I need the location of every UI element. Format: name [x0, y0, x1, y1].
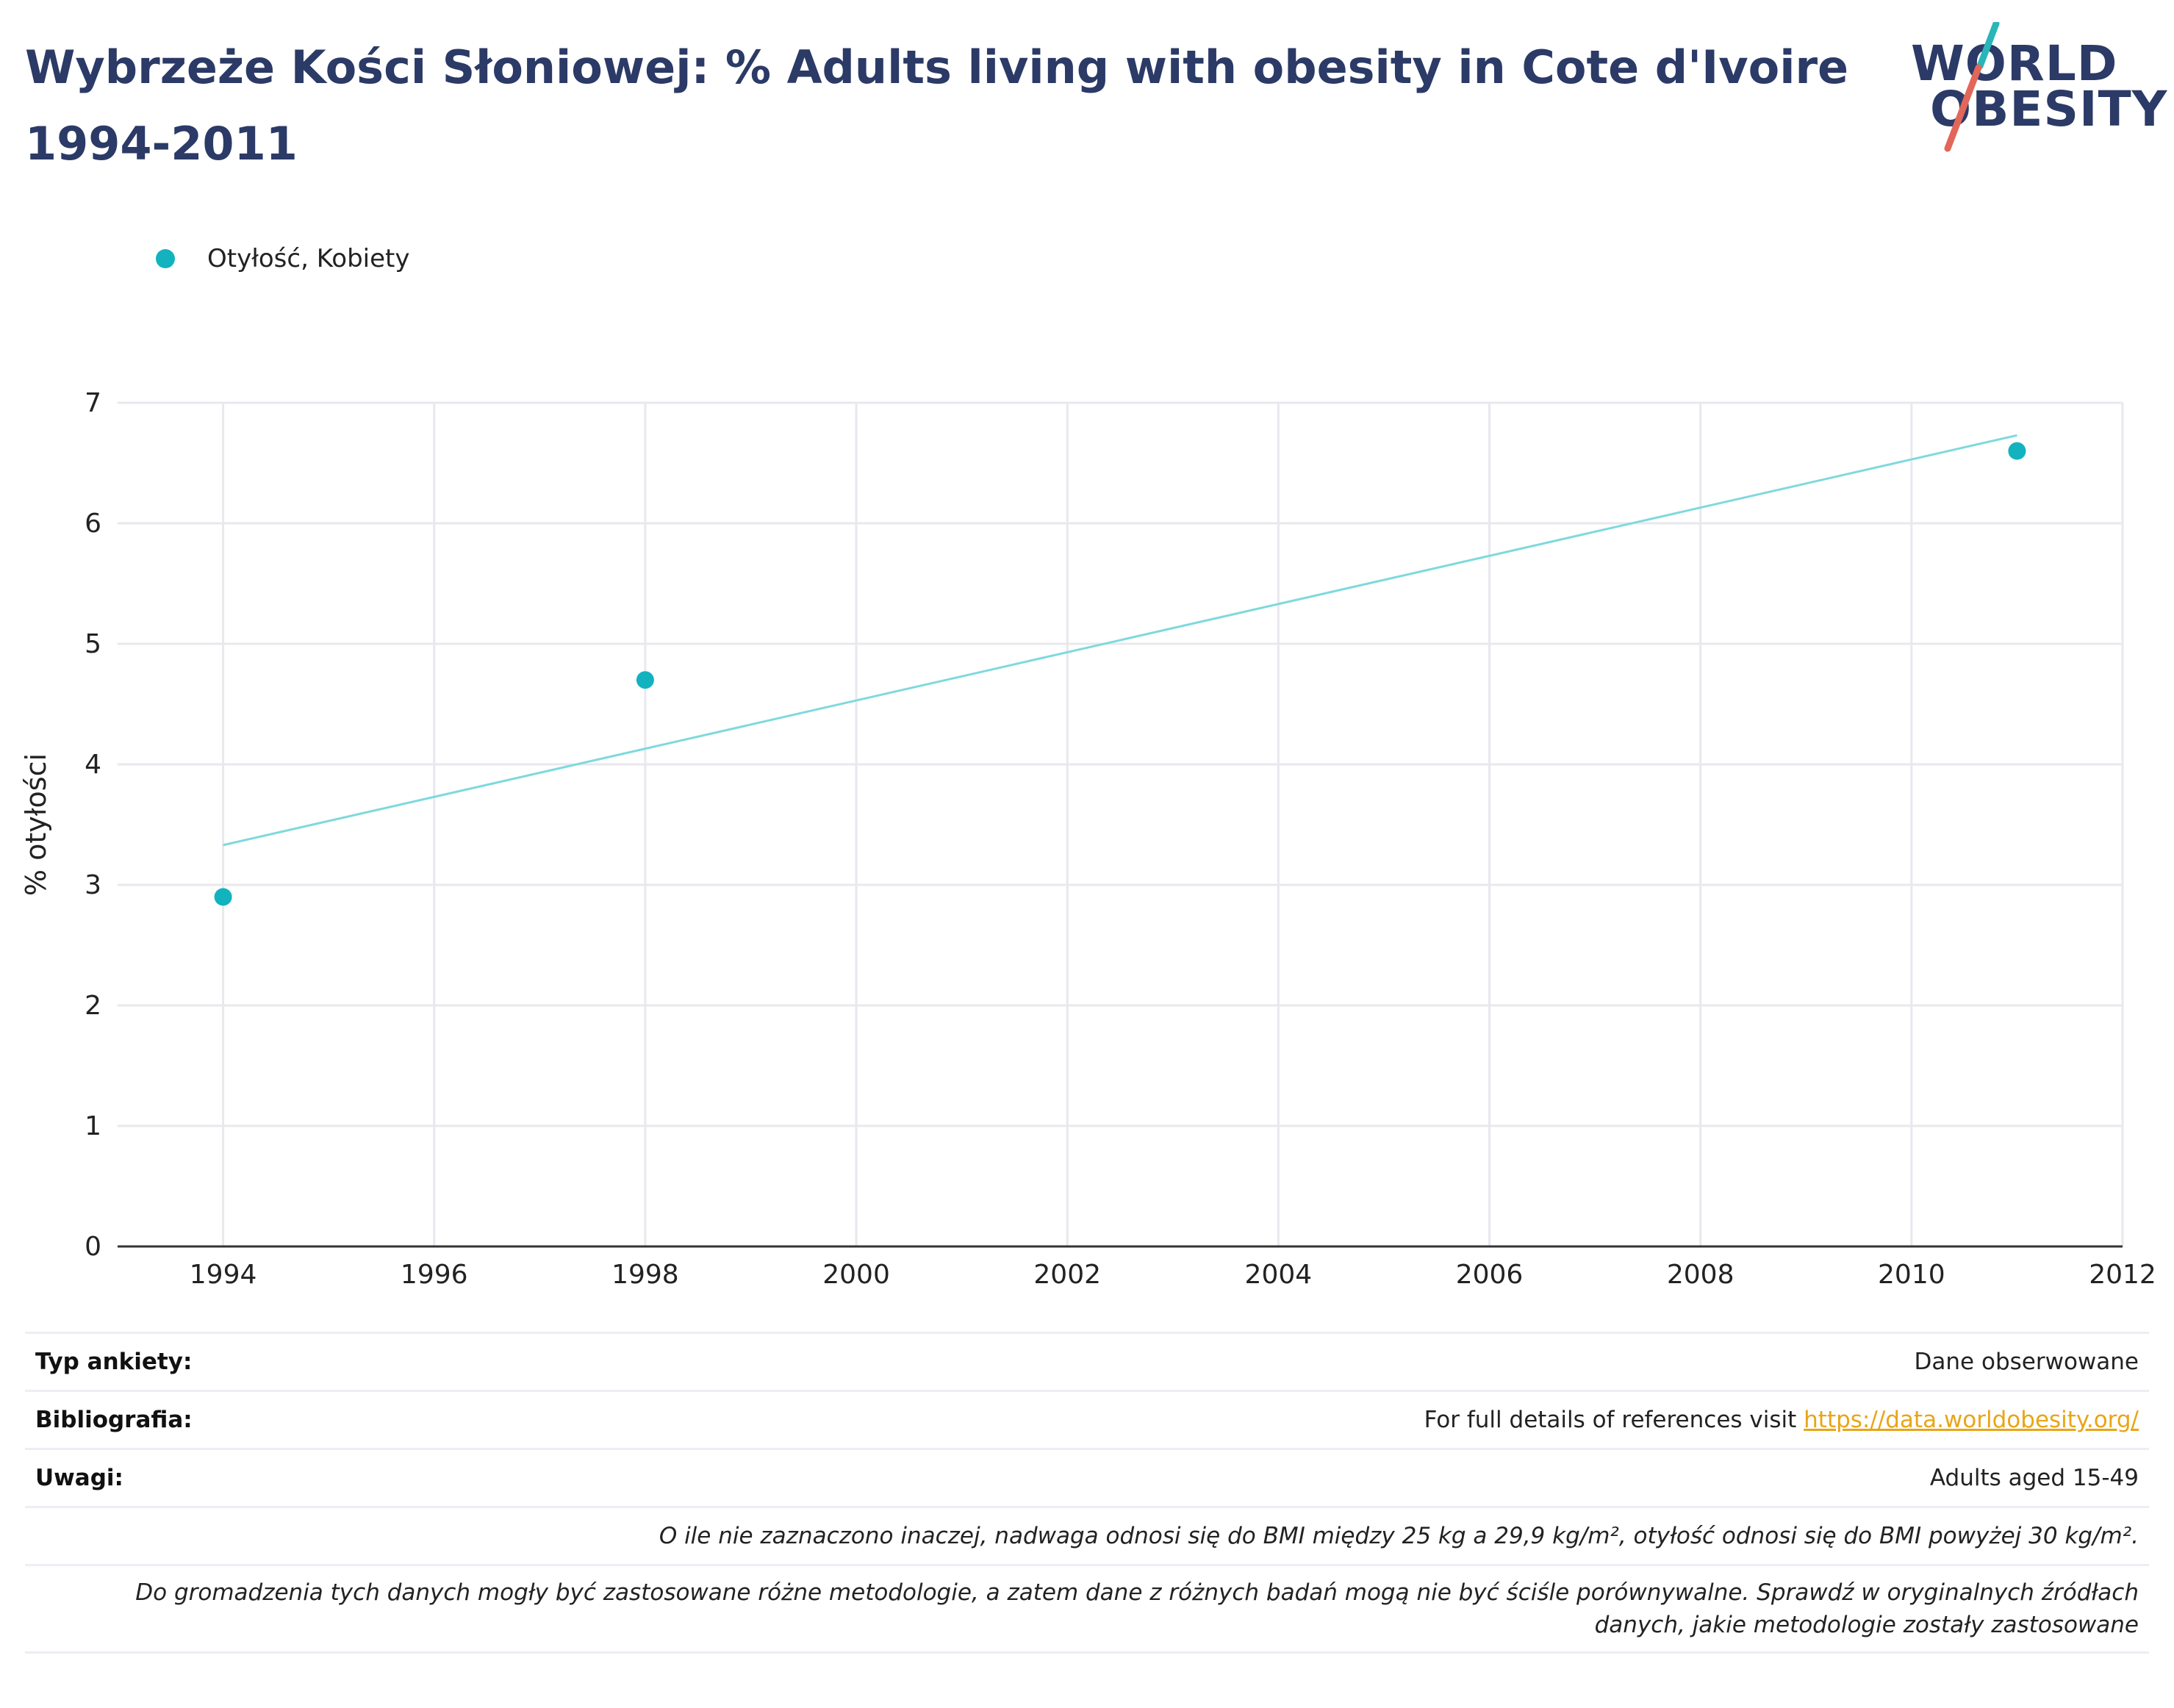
chart-legend[interactable]: Otyłość, Kobiety	[156, 243, 410, 275]
x-tick-label: 2010	[1878, 1260, 1945, 1290]
y-tick-label: 0	[85, 1232, 101, 1262]
chart-title: Wybrzeże Kości Słoniowej: % Adults livin…	[25, 40, 1849, 171]
footer-table: Typ ankiety: Dane obserwowane Bibliograf…	[25, 1332, 2149, 1654]
x-tick-label: 2012	[2089, 1260, 2156, 1290]
methodology-note: Do gromadzenia tych danych mogły być zas…	[135, 1579, 2139, 1638]
trendline	[223, 434, 2017, 847]
y-tick-label: 5	[85, 629, 101, 659]
bibliography-value: For full details of references visit htt…	[1424, 1407, 2139, 1433]
data-points	[214, 442, 2026, 906]
chart-plot: 0 1 2 3 4 5 6 7 1994 1996 1998 2000 2002 2004 2006 2008…	[20, 388, 2156, 1290]
axes: 0 1 2 3 4 5 6 7 1994 1996 1998 2000 2002 2004 2006 2008…	[85, 388, 2156, 1290]
y-tick-label: 3	[85, 870, 101, 900]
footer-row-notes: Uwagi: Adults aged 15-49	[25, 1448, 2149, 1506]
y-axis-label: % otyłości	[20, 753, 52, 896]
y-tick-label: 2	[85, 991, 101, 1021]
footer-row-bibliography: Bibliografia: For full details of refere…	[25, 1390, 2149, 1448]
x-tick-label: 2002	[1033, 1260, 1101, 1290]
logo-text-world: WORLD	[1911, 35, 2118, 92]
data-point	[214, 888, 232, 906]
x-tick-label: 2004	[1245, 1260, 1313, 1290]
bibliography-link[interactable]: https://data.worldobesity.org/	[1804, 1407, 2139, 1433]
bibliography-text: For full details of references visit	[1424, 1407, 1804, 1433]
x-tick-label: 2008	[1667, 1260, 1734, 1290]
survey-type-value: Dane obserwowane	[1914, 1349, 2139, 1375]
footer-row-methodology: Do gromadzenia tych danych mogły być zas…	[25, 1564, 2149, 1654]
definition-note: O ile nie zaznaczono inaczej, nadwaga od…	[659, 1523, 2139, 1549]
x-tick-label: 2006	[1456, 1260, 1524, 1290]
world-obesity-logo: WORLD OBESITY	[1911, 22, 2167, 154]
x-tick-label: 2000	[822, 1260, 890, 1290]
y-tick-label: 7	[85, 388, 101, 418]
y-tick-label: 1	[85, 1111, 101, 1141]
logo-slash-icon	[1944, 22, 2000, 152]
data-point	[636, 671, 654, 689]
notes-label: Uwagi:	[35, 1465, 123, 1491]
legend-label: Otyłość, Kobiety	[207, 244, 410, 273]
gridlines	[118, 401, 2124, 1246]
bibliography-label: Bibliografia:	[35, 1407, 193, 1433]
x-tick-label: 1996	[401, 1260, 468, 1290]
footer-row-definition: O ile nie zaznaczono inaczej, nadwaga od…	[25, 1506, 2149, 1564]
data-point	[2008, 442, 2026, 460]
y-tick-label: 4	[85, 750, 101, 780]
x-tick-label: 1994	[190, 1260, 257, 1290]
x-tick-label: 1998	[611, 1260, 679, 1290]
survey-type-label: Typ ankiety:	[35, 1349, 193, 1375]
legend-marker-icon	[156, 249, 175, 268]
notes-value: Adults aged 15-49	[1929, 1465, 2139, 1491]
footer-row-survey-type: Typ ankiety: Dane obserwowane	[25, 1332, 2149, 1390]
y-tick-label: 6	[85, 509, 101, 539]
trendline-layer	[223, 434, 2017, 847]
